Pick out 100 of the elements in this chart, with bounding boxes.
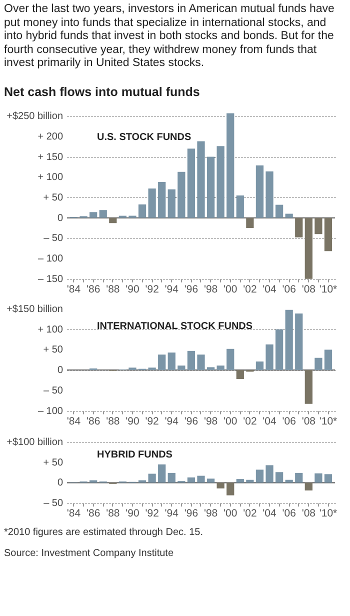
x-tick-label: '90 [126,508,140,520]
y-tick-label: – 100 [38,253,64,264]
x-tick-label: '84 [66,508,81,520]
bar [285,213,293,218]
bar [246,480,254,483]
bar [266,465,274,483]
x-tick-label: '10* [319,284,338,295]
bar [216,366,224,370]
bar [178,366,186,370]
x-tick-label: '10* [319,416,338,428]
y-tick-label: – 50 [44,232,64,244]
x-tick-label: '08 [302,416,316,428]
bar [109,217,117,223]
y-tick-label: + 50 [43,192,64,203]
bar [324,474,332,483]
bar [158,182,166,218]
text: *2010 figures are estimated through Dec. 15. [4,527,204,538]
y-tick-label: – 150 [38,273,64,284]
bar [324,217,332,251]
y-tick-label: + 50 [43,457,64,468]
bar [197,476,205,483]
bar [295,314,303,370]
y-tick-label: + 100 [38,324,64,336]
y-tick-label: – 50 [44,498,64,510]
x-tick-label: '98 [204,284,218,295]
x-tick-label: '10* [319,508,338,520]
bar [148,188,156,218]
bar [275,330,284,370]
bar [256,164,264,218]
y-tick-label: + 50 [43,345,64,356]
bar [226,482,234,496]
x-tick-label: '08 [302,284,316,295]
annotation: INTERNATIONAL STOCK FUNDS [97,322,253,333]
bar [168,352,176,370]
x-tick-label: '94 [164,508,179,520]
x-tick-label: '98 [204,416,218,428]
bar [324,350,332,370]
x-tick-label: '02 [243,416,257,428]
x-tick-label: '90 [126,284,140,295]
y-tick-label: +$150 billion [6,304,63,316]
y-tick-label: + 100 [38,172,64,183]
x-tick-label: '04 [262,284,277,295]
x-tick-label: '02 [243,508,257,520]
x-tick-label: '86 [86,284,100,295]
bar [187,148,196,218]
bar [206,368,215,370]
x-tick-label: '06 [282,284,296,295]
bar [90,212,98,218]
bar [226,112,234,218]
x-tick-label: '84 [66,416,81,428]
bar [216,482,224,489]
bar [314,358,322,370]
x-tick-label: '86 [86,416,100,428]
bar [266,344,274,370]
bar [285,310,293,370]
bar [187,478,196,483]
x-tick-label: '00 [224,508,238,520]
x-tick-label: '96 [184,416,198,428]
source-note: Source: Investment Company Institute [4,548,175,560]
bar [246,217,254,228]
x-tick-label: '02 [243,284,257,295]
x-tick-label: '90 [126,416,140,428]
bar [256,362,264,370]
x-tick-label: '00 [224,416,238,428]
bar [158,464,166,483]
y-tick-label: 0 [57,478,64,489]
bar [304,482,312,491]
bar [148,474,156,483]
y-tick-label: + 150 [38,151,64,162]
bar [168,188,176,218]
annotation: HYBRID FUNDS [97,449,173,460]
bar [236,194,244,218]
bar [148,368,156,370]
bar [216,146,224,218]
x-tick-label: '06 [282,416,296,428]
bar [266,170,274,218]
y-tick-label: + 200 [38,130,64,142]
x-tick-label: '84 [66,284,81,295]
x-tick-label: '92 [145,416,160,428]
x-tick-label: '88 [106,508,120,520]
y-tick-label: +$100 billion [6,437,64,448]
x-tick-label: '88 [106,284,120,295]
y-tick-label: 0 [57,212,64,224]
x-tick-label: '04 [262,416,277,428]
x-tick-label: '98 [204,508,218,520]
bar [128,368,136,370]
x-tick-label: '88 [106,416,120,428]
bar [304,217,312,278]
bar [256,470,264,483]
x-tick-label: '92 [145,284,160,295]
x-tick-label: '08 [302,508,316,520]
chart-subtitle: Over the last two years, investors in American mutual funds have put money into funds that specialize in international stocks, and into hybrid funds that invest in both stocks and bonds. But for the fourth consecutive year, they withdrew money from funds that invest primarily in United States stocks. [4,3,336,70]
bar [304,370,312,404]
annotation: U.S. STOCK FUNDS [97,132,192,143]
bar [197,140,205,218]
y-tick-label: 0 [57,365,64,376]
y-tick-label: – 50 [44,386,64,397]
bar [206,478,215,483]
bar [99,210,107,218]
bar [275,472,284,483]
